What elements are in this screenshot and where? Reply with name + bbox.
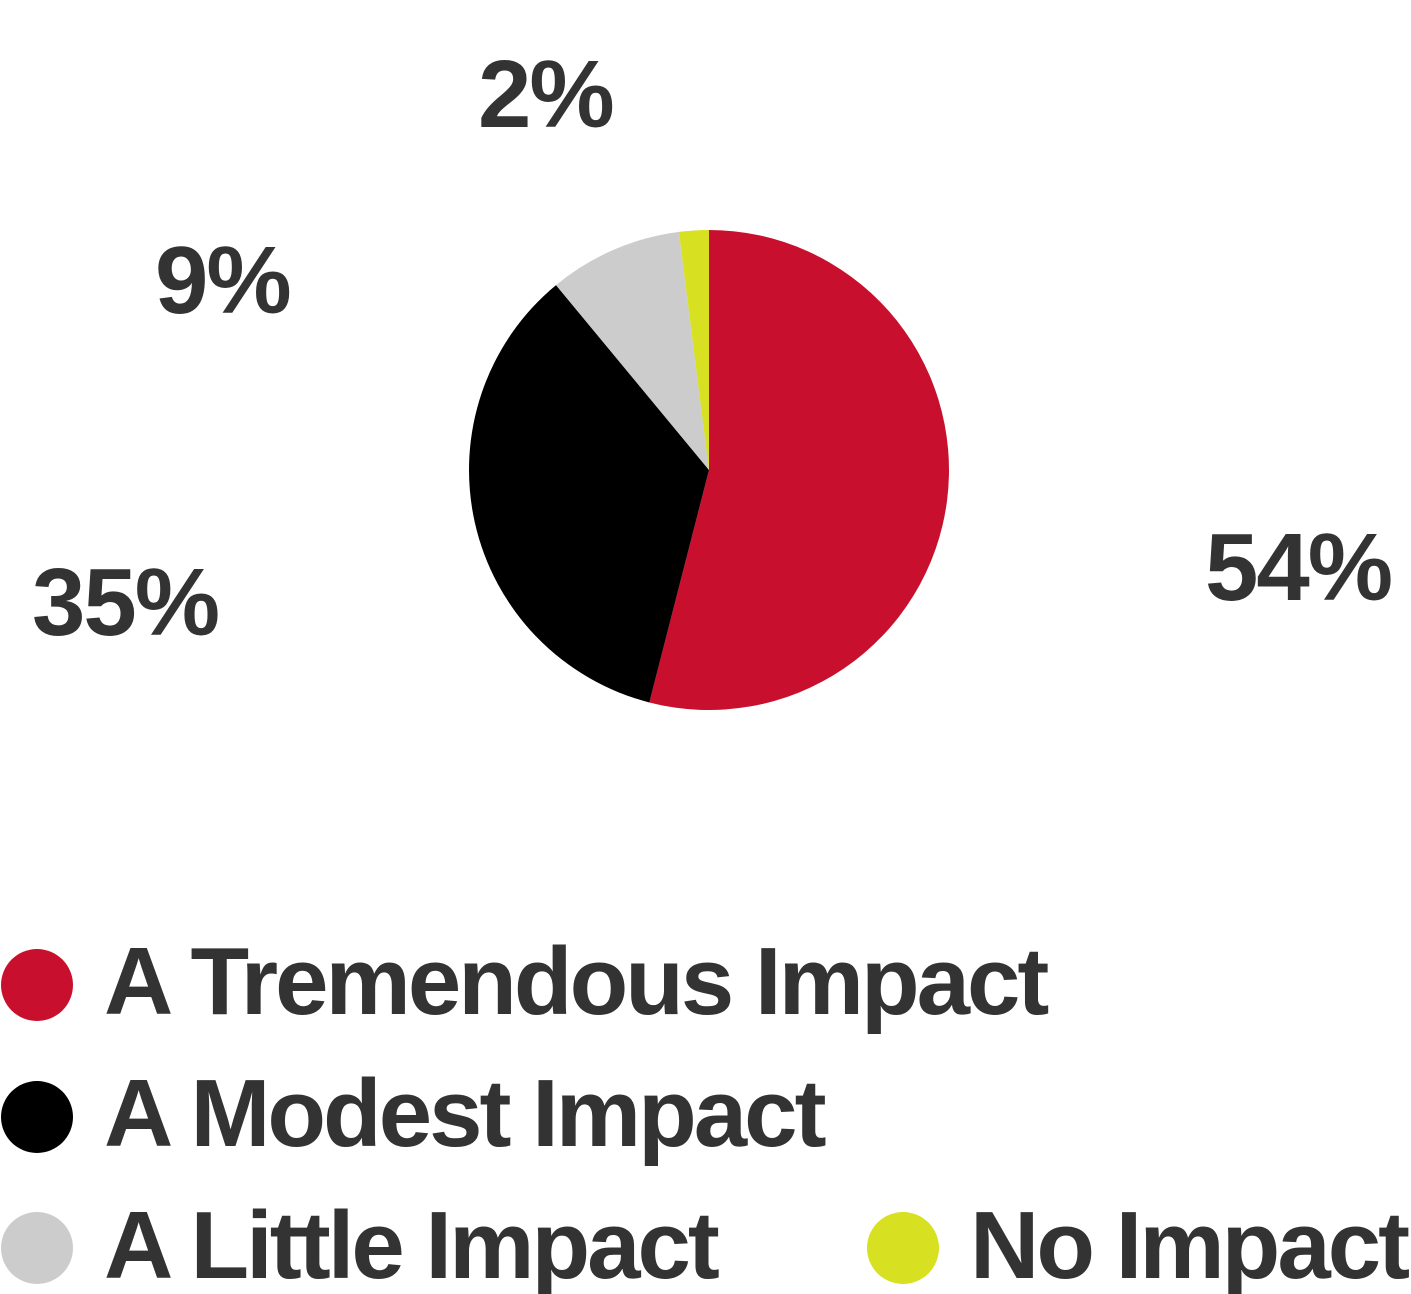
value-label-none: 2% [478, 41, 613, 148]
pie-slice-modest [469, 285, 709, 703]
legend-swatch-tremendous [1, 949, 73, 1021]
legend-item-none: No Impact [867, 1192, 1411, 1294]
pie-slice-none [678, 230, 709, 470]
legend-label-none: No Impact [970, 1192, 1409, 1294]
pie-slices [469, 230, 949, 710]
value-label-little: 9% [155, 227, 290, 334]
legend-item-tremendous: A Tremendous Impact [1, 928, 1051, 1035]
legend: A Tremendous Impact A Modest Impact A Li… [1, 928, 1411, 1294]
legend-label-tremendous: A Tremendous Impact [104, 928, 1048, 1035]
pie-slice-tremendous [649, 230, 949, 710]
value-label-modest: 35% [32, 549, 218, 656]
legend-label-modest: A Modest Impact [104, 1060, 826, 1167]
pie-slice-little [556, 231, 709, 470]
legend-label-little: A Little Impact [104, 1192, 719, 1294]
legend-swatch-none [867, 1212, 939, 1284]
slice-value-labels: 54% 35% 9% 2% [32, 41, 1393, 656]
value-label-tremendous: 54% [1205, 514, 1391, 621]
legend-swatch-modest [1, 1081, 73, 1153]
legend-item-little: A Little Impact [1, 1192, 722, 1294]
legend-item-modest: A Modest Impact [1, 1060, 829, 1167]
legend-swatch-little [1, 1212, 73, 1284]
